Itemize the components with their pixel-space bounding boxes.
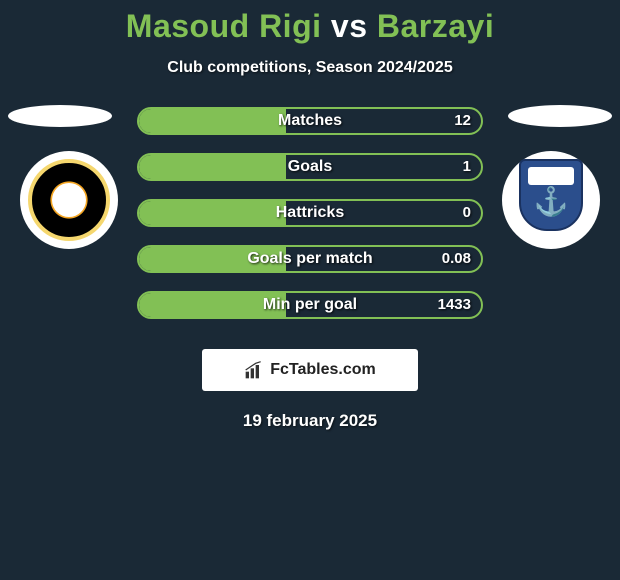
stat-label: Goals per match: [139, 247, 481, 271]
site-label: FcTables.com: [270, 361, 376, 379]
stat-bars: Matches 12 Goals 1 Hattricks 0 Goals per…: [137, 107, 483, 319]
stat-value: 0: [463, 201, 471, 225]
site-attribution[interactable]: FcTables.com: [202, 349, 418, 391]
stat-row: Min per goal 1433: [137, 291, 483, 319]
date-text: 19 february 2025: [0, 411, 620, 431]
player1-name: Masoud Rigi: [126, 8, 322, 44]
subtitle: Club competitions, Season 2024/2025: [0, 59, 620, 77]
vs-text: vs: [331, 8, 368, 44]
team-badge-left: [20, 151, 118, 249]
stat-label: Hattricks: [139, 201, 481, 225]
stat-value: 0.08: [442, 247, 471, 271]
stat-label: Goals: [139, 155, 481, 179]
stat-row: Goals per match 0.08: [137, 245, 483, 273]
stat-label: Min per goal: [139, 293, 481, 317]
malavan-crest-icon: [512, 159, 590, 241]
sepahan-crest-icon: [28, 159, 110, 241]
left-ellipse-decoration: [8, 105, 112, 127]
stat-row: Hattricks 0: [137, 199, 483, 227]
bar-chart-icon: [244, 360, 264, 380]
player2-name: Barzayi: [377, 8, 494, 44]
right-ellipse-decoration: [508, 105, 612, 127]
stat-label: Matches: [139, 109, 481, 133]
team-badge-right: [502, 151, 600, 249]
stat-row: Matches 12: [137, 107, 483, 135]
page-title: Masoud Rigi vs Barzayi: [0, 8, 620, 45]
comparison-widget: Masoud Rigi vs Barzayi Club competitions…: [0, 0, 620, 431]
stat-row: Goals 1: [137, 153, 483, 181]
stat-value: 12: [454, 109, 471, 133]
main-content: Matches 12 Goals 1 Hattricks 0 Goals per…: [0, 107, 620, 431]
stat-value: 1: [463, 155, 471, 179]
stat-value: 1433: [438, 293, 471, 317]
